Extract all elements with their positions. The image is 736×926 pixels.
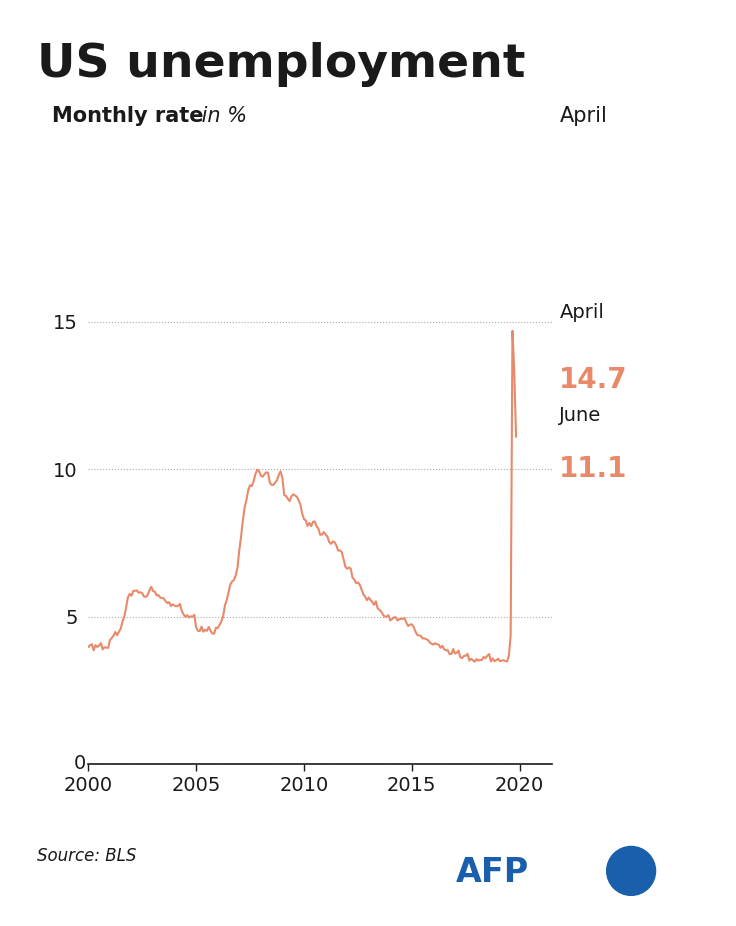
Text: 0: 0 [74, 755, 86, 773]
Text: April: April [559, 106, 607, 127]
Text: US unemployment: US unemployment [37, 42, 526, 87]
Text: April: April [559, 303, 604, 321]
Text: Monthly rate: Monthly rate [52, 106, 203, 127]
Text: 14.7: 14.7 [559, 366, 628, 394]
Text: Source: BLS: Source: BLS [37, 847, 136, 865]
Text: June: June [559, 407, 601, 425]
Text: in %: in % [195, 106, 247, 127]
Circle shape [606, 846, 656, 895]
Text: 11.1: 11.1 [559, 455, 628, 482]
Text: AFP: AFP [456, 856, 530, 889]
